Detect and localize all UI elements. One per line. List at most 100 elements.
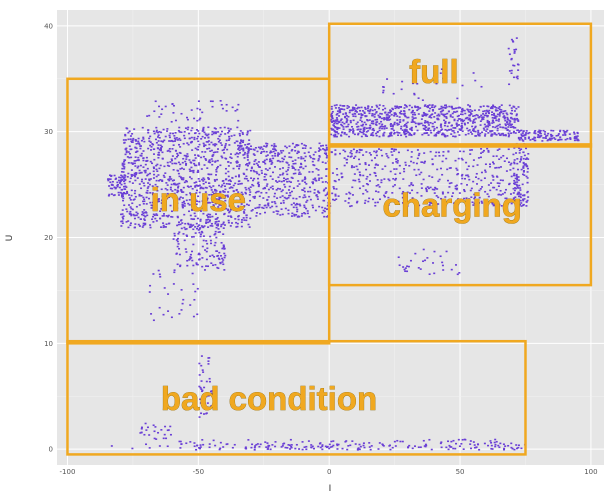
data-point: [323, 188, 326, 191]
data-point: [391, 162, 394, 164]
data-point: [304, 176, 307, 179]
data-point: [248, 193, 251, 196]
data-point: [509, 126, 512, 128]
data-point: [206, 408, 209, 410]
data-point: [343, 157, 346, 159]
data-point: [456, 97, 459, 100]
data-point: [354, 115, 357, 118]
data-point: [492, 162, 495, 165]
data-point: [294, 172, 297, 175]
data-point: [174, 157, 177, 160]
data-point: [390, 151, 393, 153]
data-point: [163, 287, 166, 289]
data-point: [308, 186, 311, 189]
data-point: [121, 216, 124, 218]
data-point: [393, 168, 396, 170]
data-point: [124, 174, 127, 177]
data-point: [205, 196, 208, 198]
data-point: [522, 199, 525, 202]
data-point: [145, 443, 148, 446]
data-point: [357, 133, 360, 136]
data-point: [494, 133, 497, 135]
data-point: [442, 77, 445, 80]
data-point: [122, 176, 125, 178]
data-point: [138, 225, 141, 227]
data-point: [514, 119, 517, 121]
data-point: [164, 226, 167, 228]
data-point: [175, 137, 178, 139]
data-point: [491, 116, 494, 119]
data-point: [207, 126, 210, 129]
data-point: [464, 112, 467, 115]
data-point: [519, 203, 522, 206]
data-point: [397, 256, 400, 259]
data-point: [237, 147, 240, 149]
data-point: [280, 208, 283, 210]
data-point: [440, 133, 443, 136]
data-point: [371, 129, 374, 131]
data-point: [395, 158, 398, 160]
data-point: [331, 172, 334, 174]
data-point: [421, 133, 424, 136]
data-point: [398, 187, 401, 190]
data-point: [155, 129, 158, 132]
data-point: [325, 215, 328, 218]
data-point: [196, 119, 199, 122]
data-point: [335, 168, 338, 170]
data-point: [210, 189, 213, 191]
data-point: [423, 105, 426, 107]
data-point: [173, 162, 176, 165]
data-point: [406, 265, 409, 268]
data-point: [141, 211, 144, 213]
data-point: [223, 224, 226, 226]
data-point: [480, 148, 483, 150]
data-point: [349, 205, 352, 208]
data-point: [149, 160, 152, 163]
data-point: [345, 440, 348, 442]
data-point: [513, 159, 516, 161]
data-point: [472, 159, 475, 161]
data-point: [448, 105, 451, 108]
data-point: [250, 210, 253, 212]
data-point: [222, 263, 225, 266]
data-point: [336, 127, 339, 130]
data-point: [493, 441, 496, 444]
data-point: [155, 168, 158, 171]
data-point: [505, 200, 508, 203]
data-point: [507, 444, 510, 447]
data-point: [179, 146, 182, 148]
data-point: [455, 107, 458, 109]
data-point: [358, 448, 361, 451]
data-point: [292, 172, 295, 175]
data-point: [470, 149, 473, 151]
data-point: [451, 116, 454, 118]
data-point: [189, 176, 192, 178]
data-point: [178, 143, 181, 146]
data-point: [231, 446, 234, 449]
data-point: [263, 173, 266, 176]
data-point: [446, 168, 449, 171]
data-point: [390, 148, 393, 150]
data-point: [258, 195, 261, 198]
data-point: [345, 125, 348, 128]
data-point: [436, 114, 439, 117]
data-point: [401, 440, 404, 443]
data-point: [157, 154, 160, 156]
data-point: [504, 127, 507, 130]
data-point: [375, 151, 378, 154]
data-point: [378, 186, 381, 188]
data-point: [404, 115, 407, 117]
data-point: [515, 114, 518, 117]
data-point: [343, 105, 346, 107]
data-point: [253, 163, 256, 166]
data-point: [145, 196, 148, 199]
data-point: [280, 190, 283, 193]
data-point: [126, 210, 129, 213]
data-point: [260, 152, 263, 154]
data-point: [158, 179, 161, 182]
data-point: [466, 122, 469, 124]
data-point: [250, 166, 253, 169]
data-point: [234, 218, 237, 220]
data-point: [196, 227, 199, 230]
data-point: [169, 161, 172, 163]
